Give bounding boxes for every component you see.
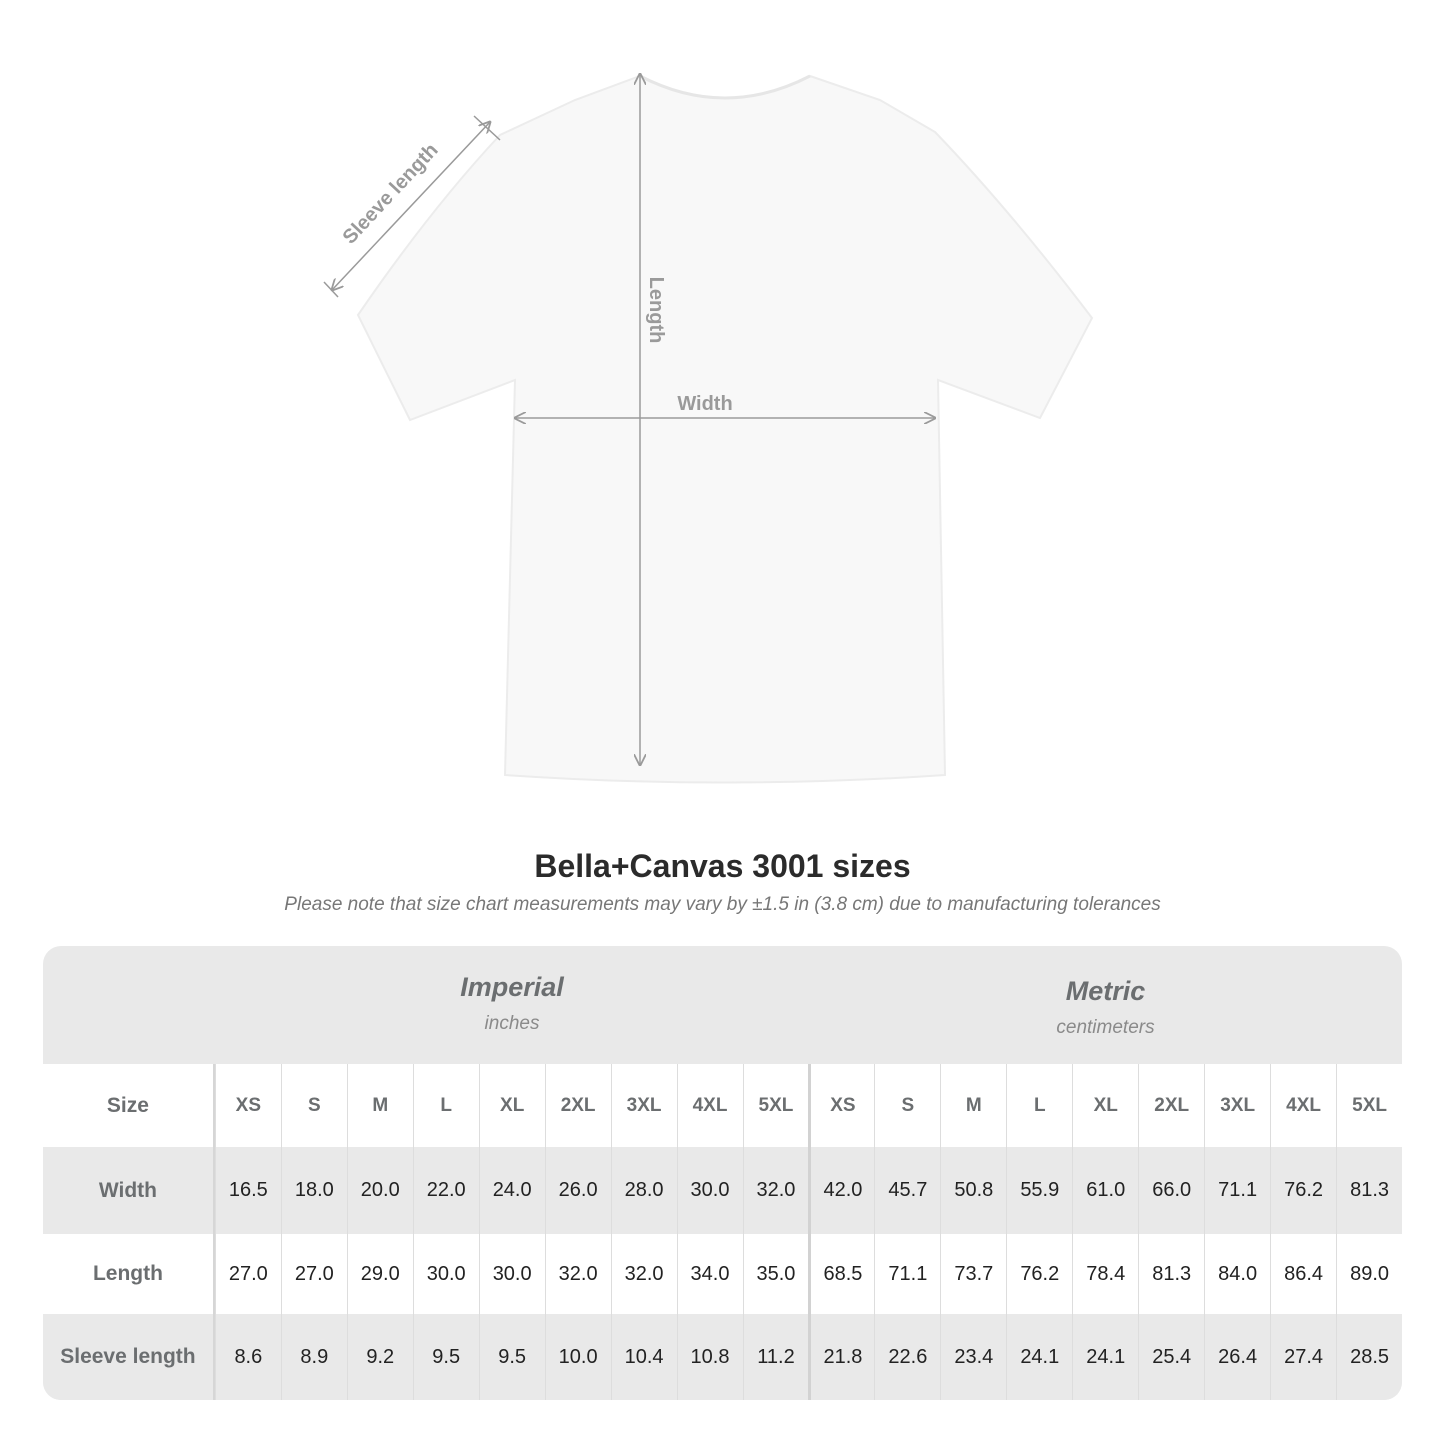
table-cell: 71.1 (1204, 1147, 1270, 1234)
size-header-cell: 3XL (1204, 1064, 1270, 1147)
row-label: Size (43, 1064, 215, 1147)
table-cell: 9.2 (346, 1314, 413, 1400)
table-cell: 11.2 (742, 1314, 809, 1400)
row-label: Length (43, 1234, 215, 1314)
table-cell: 76.2 (1270, 1147, 1336, 1234)
table-cell: 32.0 (742, 1147, 809, 1234)
table-row: Sleeve length 8.6 8.9 9.2 9.5 9.5 10.0 10.4 10.8… (43, 1314, 1402, 1400)
size-table: Imperial inches Metric centimeters Size X… (43, 946, 1402, 1400)
imperial-header: Imperial inches (215, 946, 809, 1064)
size-header-cell: S (280, 1064, 347, 1147)
table-cell: 29.0 (346, 1234, 413, 1314)
sleeve-length-arrow (332, 122, 490, 290)
table-cell: 61.0 (1072, 1147, 1138, 1234)
table-cell: 30.0 (478, 1234, 545, 1314)
table-cell: 78.4 (1072, 1234, 1138, 1314)
size-header-cell: S (874, 1064, 940, 1147)
table-cell: 32.0 (544, 1234, 611, 1314)
size-header-cell: XL (478, 1064, 545, 1147)
table-row: Length 27.0 27.0 29.0 30.0 30.0 32.0 32.0 34.0 35… (43, 1234, 1402, 1314)
table-cell: 76.2 (1006, 1234, 1072, 1314)
size-header-cell: 5XL (742, 1064, 809, 1147)
table-cell: 32.0 (610, 1234, 677, 1314)
metric-header: Metric centimeters (809, 946, 1402, 1064)
size-header-row: Size XS S M L XL 2XL 3XL 4XL 5XL XS S M L XL 2XL 3XL 4XL 5… (43, 1064, 1402, 1147)
table-cell: 71.1 (874, 1234, 940, 1314)
table-row: Width 16.5 18.0 20.0 22.0 24.0 26.0 28.0 30.0 32.… (43, 1147, 1402, 1234)
metric-unit: centimeters (1056, 1017, 1155, 1038)
table-cell: 30.0 (676, 1147, 743, 1234)
size-header-cell: 4XL (1270, 1064, 1336, 1147)
size-header-cell: L (1006, 1064, 1072, 1147)
table-cell: 50.8 (940, 1147, 1006, 1234)
table-cell: 16.5 (214, 1147, 281, 1234)
size-header-cell: 2XL (544, 1064, 611, 1147)
table-cell: 22.6 (874, 1314, 940, 1400)
tolerance-note: Please note that size chart measurements… (284, 894, 1161, 915)
table-cell: 8.9 (280, 1314, 347, 1400)
table-cell: 55.9 (1006, 1147, 1072, 1234)
table-cell: 10.0 (544, 1314, 611, 1400)
width-label: Width (677, 393, 732, 415)
table-cell: 68.5 (808, 1234, 874, 1314)
table-cell: 27.0 (214, 1234, 281, 1314)
size-header-cell: XS (808, 1064, 874, 1147)
table-cell: 81.3 (1138, 1234, 1204, 1314)
table-cell: 89.0 (1336, 1234, 1402, 1314)
table-cell: 20.0 (346, 1147, 413, 1234)
table-cell: 22.0 (412, 1147, 479, 1234)
table-cell: 27.4 (1270, 1314, 1336, 1400)
table-cell: 28.0 (610, 1147, 677, 1234)
table-cell: 34.0 (676, 1234, 743, 1314)
table-cell: 45.7 (874, 1147, 940, 1234)
table-cell: 84.0 (1204, 1234, 1270, 1314)
table-cell: 25.4 (1138, 1314, 1204, 1400)
imperial-unit: inches (484, 1013, 540, 1034)
table-cell: 73.7 (940, 1234, 1006, 1314)
size-header-cell: M (940, 1064, 1006, 1147)
row-label: Sleeve length (43, 1314, 215, 1400)
table-cell: 42.0 (808, 1147, 874, 1234)
table-cell: 66.0 (1138, 1147, 1204, 1234)
chart-title: Bella+Canvas 3001 sizes (534, 848, 911, 884)
table-cell: 27.0 (280, 1234, 347, 1314)
table-cell: 24.0 (478, 1147, 545, 1234)
tshirt-shape (356, 74, 1094, 784)
table-cell: 24.1 (1072, 1314, 1138, 1400)
table-cell: 35.0 (742, 1234, 809, 1314)
row-label: Width (43, 1147, 215, 1234)
imperial-title: Imperial (460, 972, 564, 1002)
size-header-cell: XL (1072, 1064, 1138, 1147)
size-header-cell: 3XL (610, 1064, 677, 1147)
tshirt-diagram: Sleeve length Length Width (323, 0, 1094, 784)
table-cell: 9.5 (412, 1314, 479, 1400)
metric-title: Metric (1065, 976, 1146, 1006)
table-cell: 18.0 (280, 1147, 347, 1234)
table-cell: 10.8 (676, 1314, 743, 1400)
size-header-cell: M (346, 1064, 413, 1147)
size-header-cell: 4XL (676, 1064, 743, 1147)
table-cell: 8.6 (214, 1314, 281, 1400)
size-header-cell: L (412, 1064, 479, 1147)
size-header-cell: XS (214, 1064, 281, 1147)
table-cell: 9.5 (478, 1314, 545, 1400)
table-cell: 86.4 (1270, 1234, 1336, 1314)
table-cell: 10.4 (610, 1314, 677, 1400)
table-cell: 26.4 (1204, 1314, 1270, 1400)
table-cell: 21.8 (808, 1314, 874, 1400)
table-cell: 26.0 (544, 1147, 611, 1234)
table-cell: 28.5 (1336, 1314, 1402, 1400)
size-header-cell: 5XL (1336, 1064, 1402, 1147)
length-label: Length (645, 277, 667, 344)
table-cell: 23.4 (940, 1314, 1006, 1400)
table-cell: 24.1 (1006, 1314, 1072, 1400)
table-cell: 81.3 (1336, 1147, 1402, 1234)
table-cell: 30.0 (412, 1234, 479, 1314)
size-header-cell: 2XL (1138, 1064, 1204, 1147)
